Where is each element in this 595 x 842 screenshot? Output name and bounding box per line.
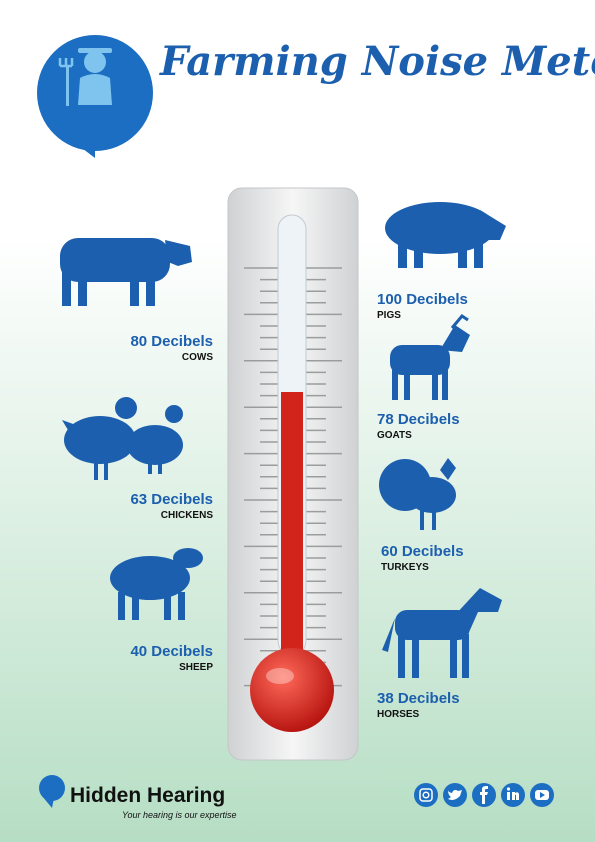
- linkedin[interactable]: [501, 783, 525, 807]
- level: 60 Decibels: [381, 543, 464, 560]
- animal-name: PIGS: [377, 310, 401, 321]
- social-icons: [414, 783, 554, 807]
- youtube[interactable]: [530, 783, 554, 807]
- horse-icon: [382, 588, 502, 678]
- level: 100 Decibels: [377, 291, 468, 308]
- brand: Hidden Hearing: [70, 784, 225, 807]
- turkey-icon: [379, 458, 456, 530]
- twitter[interactable]: [443, 783, 467, 807]
- animal-name: TURKEYS: [381, 562, 429, 573]
- goat-icon: [390, 314, 470, 400]
- level: 78 Decibels: [377, 411, 460, 428]
- tagline: Your hearing is our expertise: [122, 810, 237, 820]
- level: 38 Decibels: [377, 690, 460, 707]
- title: Farming Noise Meter: [159, 38, 595, 85]
- brand-logo: [39, 775, 65, 808]
- level: 63 Decibels: [130, 491, 213, 508]
- animal-name: CHICKENS: [161, 510, 214, 521]
- animal-name: COWS: [182, 352, 213, 363]
- animal-name: SHEEP: [179, 662, 213, 673]
- level: 80 Decibels: [130, 333, 213, 350]
- cow-icon: [60, 238, 192, 306]
- instagram[interactable]: [414, 783, 438, 807]
- pig-icon: [385, 202, 506, 268]
- thermometer: [227, 187, 359, 761]
- chickens-icon: [62, 397, 183, 480]
- header-logo: [37, 35, 153, 158]
- animal-name: GOATS: [377, 430, 412, 441]
- sheep-icon: [110, 548, 203, 620]
- level: 40 Decibels: [130, 643, 213, 660]
- animal-name: HORSES: [377, 709, 420, 720]
- facebook[interactable]: [472, 783, 496, 807]
